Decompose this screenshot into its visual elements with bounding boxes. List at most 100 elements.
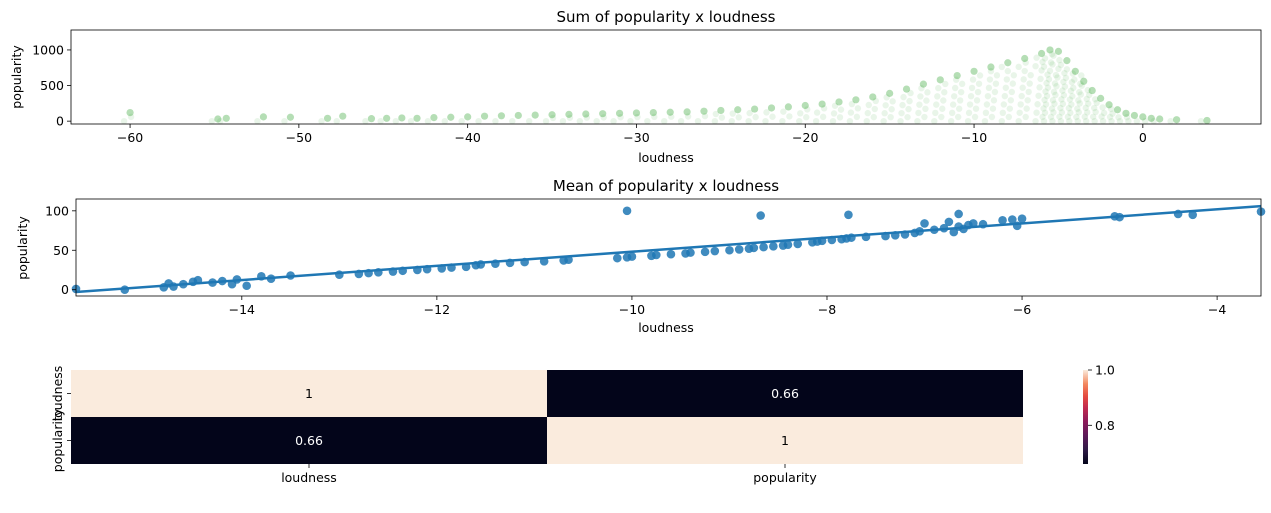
sum-point-band — [905, 105, 912, 113]
sum-point-band — [333, 117, 340, 125]
sum-point-band — [1027, 71, 1034, 79]
sum-point-band — [897, 117, 904, 125]
sum-point-band — [600, 114, 607, 121]
sum-point-band — [973, 97, 981, 104]
sum-point-band — [1091, 117, 1098, 125]
sum-point-band — [728, 117, 735, 125]
sum-point-band — [916, 101, 923, 108]
sum-chart-xtick-label: −50 — [286, 130, 312, 145]
sum-point-band — [1077, 80, 1084, 87]
sum-point-band — [956, 97, 964, 104]
sum-point-band — [1092, 96, 1099, 103]
sum-point-band — [992, 80, 1000, 87]
sum-point-band — [1106, 113, 1114, 121]
sum-point — [784, 103, 792, 111]
mean-point — [666, 249, 676, 259]
sum-point-band — [1024, 97, 1031, 104]
sum-point-band — [1052, 71, 1060, 79]
sum-point-band — [1197, 117, 1205, 125]
sum-point-band — [1085, 100, 1092, 107]
mean-chart-ytick-label: 50 — [53, 243, 69, 258]
sum-point-band — [1021, 67, 1028, 75]
sum-point-band — [1098, 113, 1105, 120]
sum-point-band — [1022, 113, 1029, 121]
sum-point-band — [1061, 83, 1069, 90]
sum-point-band — [950, 93, 958, 100]
sum-point-band — [1005, 113, 1013, 121]
sum-point-band — [1019, 84, 1026, 91]
sum-point-band — [745, 117, 752, 125]
sum-point-band — [475, 117, 482, 125]
sum-point-band — [593, 117, 600, 125]
mean-point — [700, 247, 710, 257]
colorbar — [1083, 370, 1088, 464]
sum-point — [902, 85, 911, 93]
sum-point-band — [1062, 74, 1070, 82]
sum-point — [214, 115, 222, 123]
sum-point-band — [969, 76, 977, 83]
sum-point-band — [1007, 97, 1015, 104]
mean-chart-xtick-label: −4 — [1208, 302, 1226, 317]
sum-point-band — [712, 110, 720, 118]
sum-point-band — [942, 80, 949, 88]
sum-point-band — [1090, 113, 1097, 120]
sum-chart-xtick-label: −40 — [454, 130, 480, 145]
sum-point-band — [931, 117, 938, 125]
mean-chart-ylabel: popularity — [15, 216, 30, 280]
sum-point-band — [971, 113, 979, 121]
mean-chart-marks — [71, 204, 1266, 294]
sum-point-band — [718, 114, 726, 121]
sum-point-band — [1068, 79, 1076, 86]
sum-point — [480, 112, 489, 120]
sum-point — [1139, 113, 1147, 121]
sum-point-band — [1026, 80, 1033, 87]
heatmap-cell-label: 0.66 — [771, 386, 799, 401]
sum-point-band — [694, 117, 702, 125]
sum-point-band — [796, 117, 803, 125]
sum-point-band — [990, 97, 998, 104]
sum-point — [339, 112, 347, 120]
sum-point-band — [984, 92, 992, 100]
sum-point-band — [967, 93, 975, 100]
sum-point-band — [576, 117, 584, 125]
sum-point-band — [1016, 109, 1023, 116]
sum-point-band — [904, 113, 911, 121]
sum-point-band — [887, 113, 894, 121]
sum-point — [582, 110, 590, 118]
sum-point-band — [830, 110, 838, 117]
sum-point-band — [991, 88, 999, 96]
sum-point-band — [1017, 101, 1024, 108]
sum-chart-xtick-label: −10 — [961, 130, 987, 145]
sum-point-band — [1049, 97, 1057, 104]
mean-point — [652, 250, 661, 260]
sum-point — [649, 109, 657, 117]
mean-chart-xtick-label: −12 — [424, 302, 450, 317]
sum-point-band — [864, 109, 871, 117]
sum-point-band — [1109, 110, 1116, 117]
sum-point-band — [1064, 113, 1072, 121]
sum-point — [615, 109, 624, 117]
sum-point-band — [1039, 58, 1046, 66]
sum-point-band — [988, 113, 996, 121]
sum-point-band — [549, 114, 557, 122]
sum-point-band — [120, 117, 128, 125]
sum-point — [531, 111, 539, 119]
sum-point-band — [684, 113, 692, 120]
sum-point-band — [1075, 97, 1082, 104]
sum-point-band — [1070, 84, 1077, 92]
sum-point-band — [1025, 88, 1032, 96]
sum-chart-marks — [120, 46, 1211, 125]
sum-point-band — [921, 113, 928, 121]
sum-point-band — [1073, 113, 1080, 121]
sum-point — [464, 113, 472, 121]
sum-point-band — [847, 109, 855, 116]
sum-point-band — [1081, 113, 1088, 120]
sum-point-band — [1056, 56, 1063, 64]
sum-point — [126, 109, 134, 117]
sum-point-band — [949, 101, 957, 108]
sum-point — [1105, 101, 1113, 109]
mean-point — [627, 252, 637, 261]
sum-point-band — [1150, 117, 1157, 125]
sum-point-band — [1061, 69, 1068, 77]
sum-point-band — [1004, 67, 1012, 75]
